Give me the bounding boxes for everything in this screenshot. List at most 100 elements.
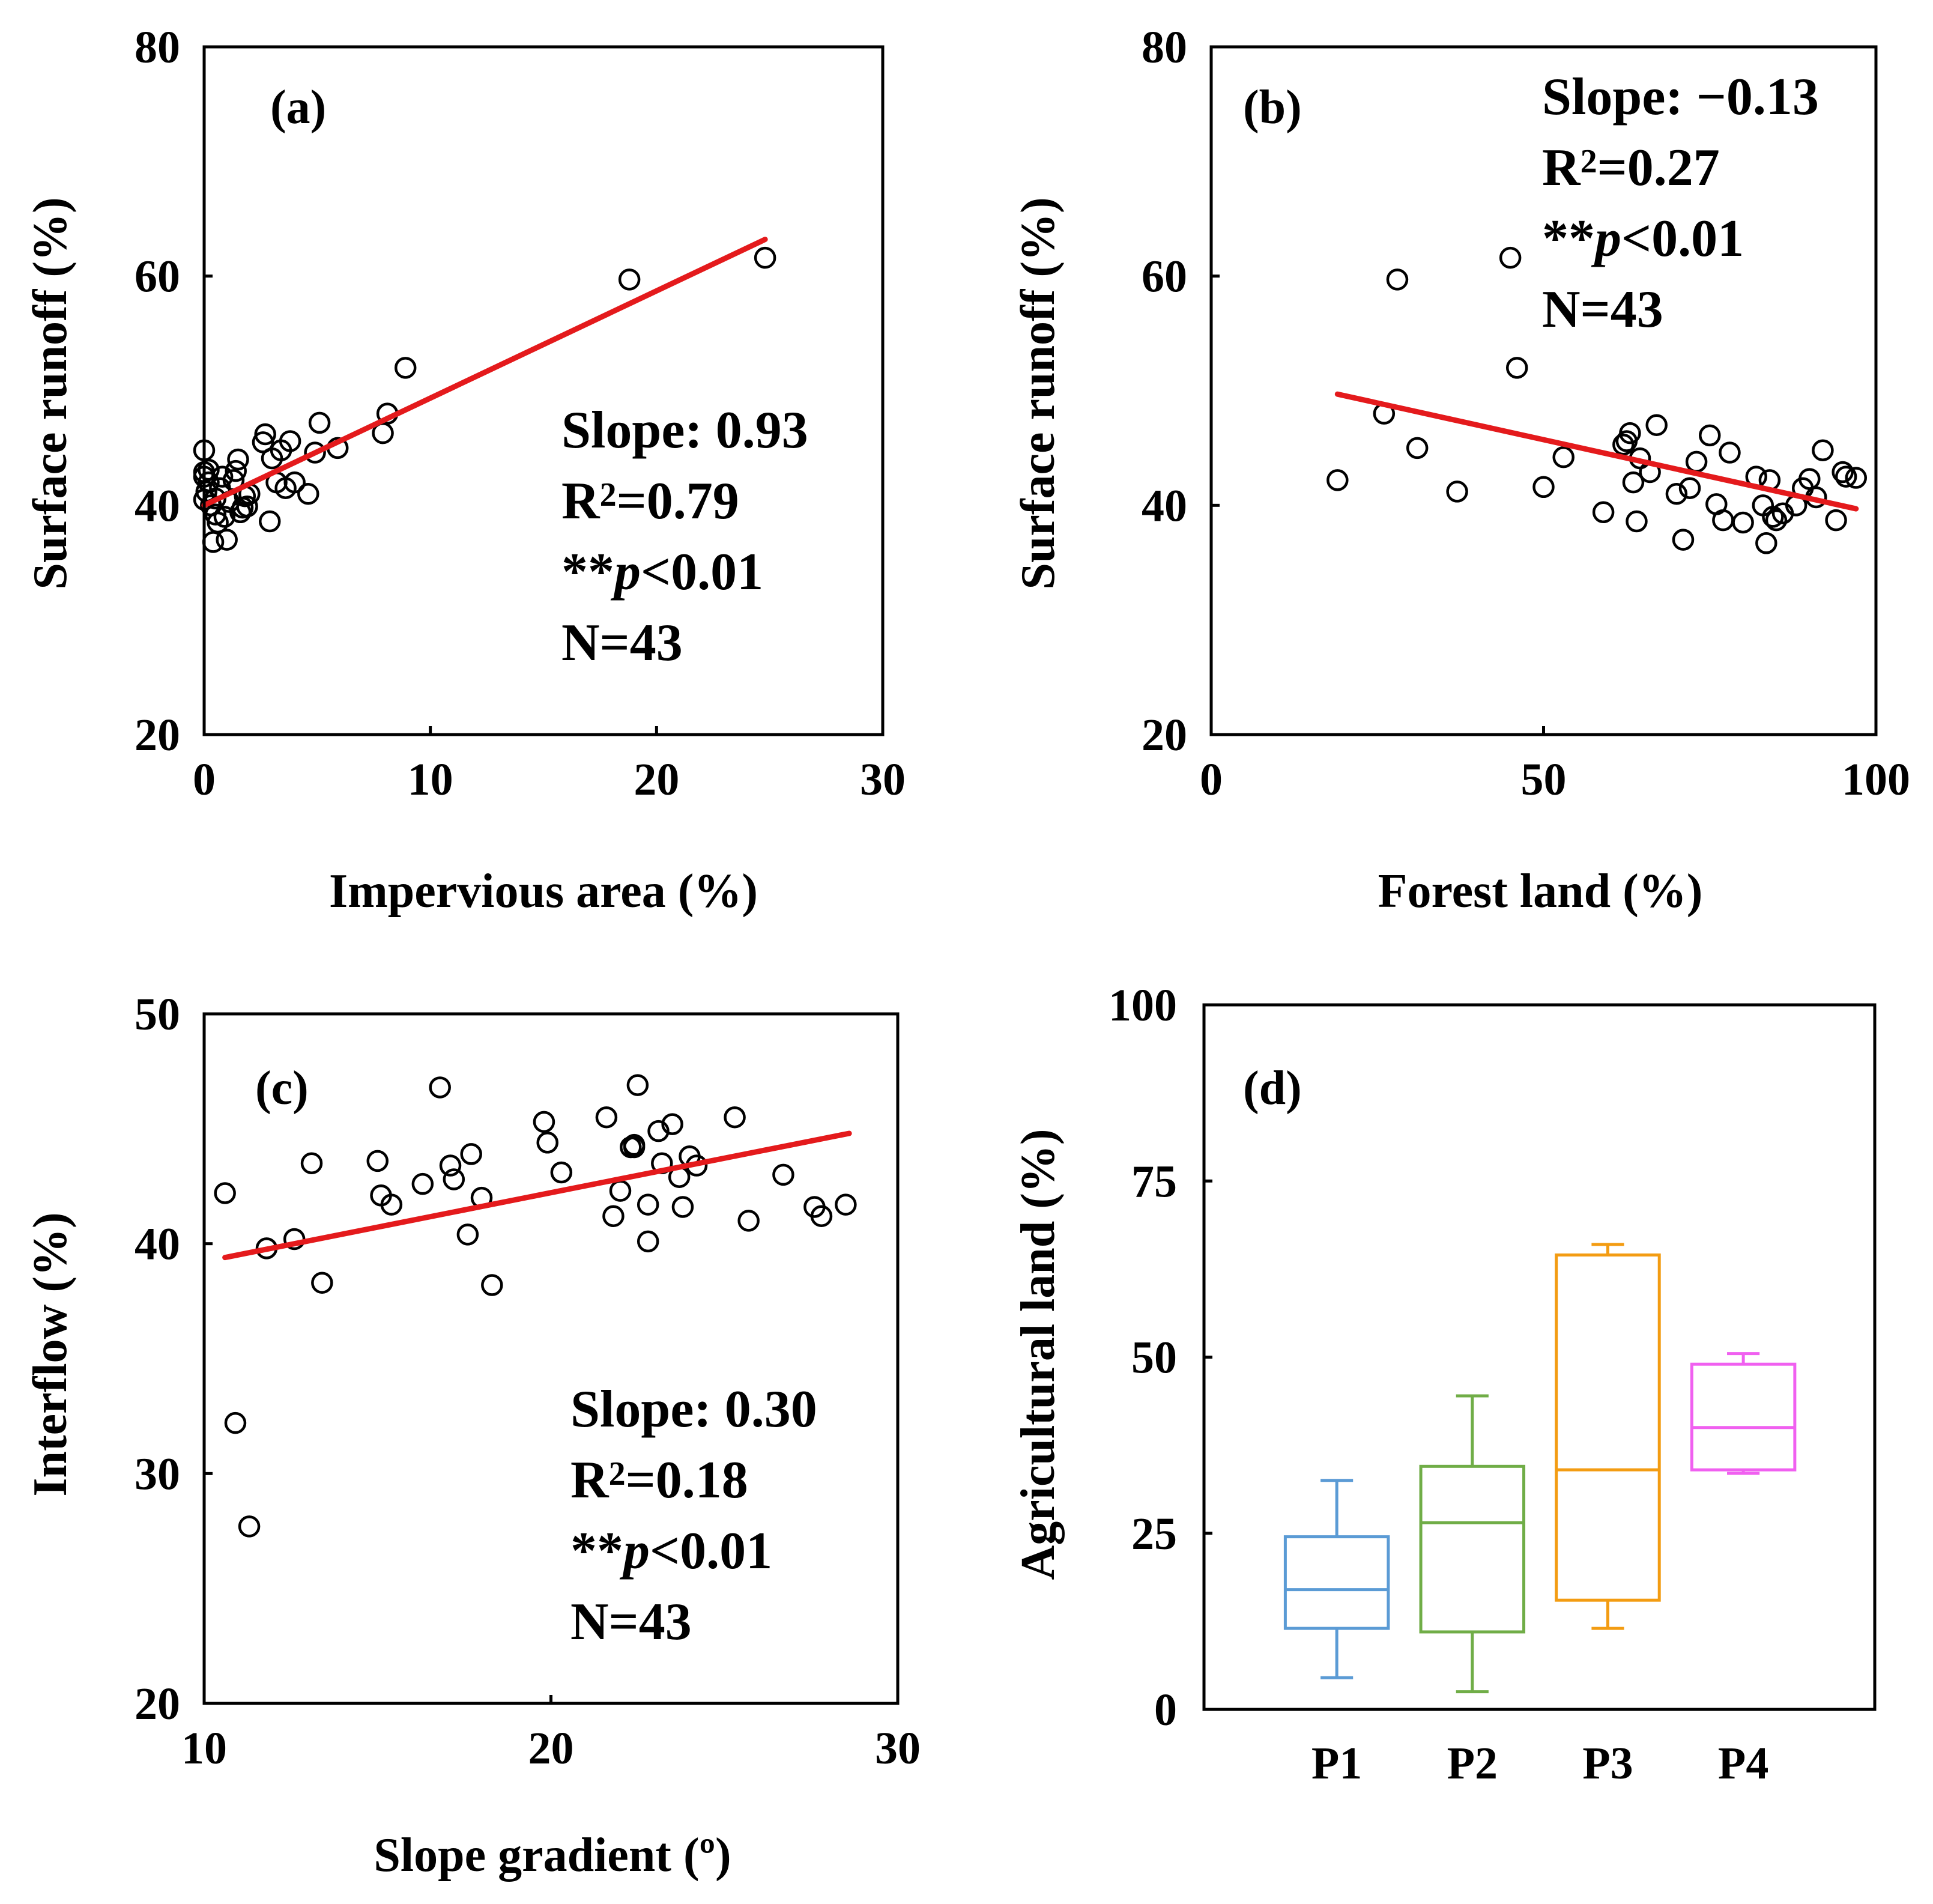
- y-tick-label: 60: [1142, 252, 1187, 302]
- y-tick-label: 30: [135, 1449, 180, 1499]
- stat-line: Slope: −0.13: [1542, 68, 1819, 126]
- data-point: [1835, 465, 1857, 488]
- data-point: [1672, 529, 1695, 551]
- panel-c: Interflow (%) Slope gradient (º) (c) Slo…: [24, 989, 921, 1882]
- data-point: [618, 268, 641, 291]
- panel-b-points: [1326, 246, 1868, 554]
- y-tick-label: 50: [135, 989, 180, 1040]
- panel-a-stats: Slope: 0.93 R2=0.79 **p<0.01 N=43: [561, 401, 808, 672]
- stat-line: Slope: 0.30: [570, 1380, 817, 1439]
- data-point: [225, 459, 247, 482]
- y-tick-label: 40: [1142, 481, 1187, 531]
- data-point: [279, 430, 301, 452]
- panel-d-ticks: 0 25 50 75 100: [1109, 980, 1212, 1735]
- data-point: [1326, 469, 1349, 491]
- data-point: [1386, 268, 1409, 291]
- panel-d-ylabel: Agricultural land (%): [1012, 1129, 1065, 1580]
- panel-b-stats: Slope: −0.13 R2=0.27 **p<0.01 N=43: [1542, 68, 1819, 339]
- data-point: [661, 1113, 683, 1135]
- data-point: [439, 1154, 462, 1177]
- x-tick-label: 10: [408, 754, 453, 805]
- box-P1: [1283, 1479, 1390, 1679]
- data-point: [258, 510, 281, 533]
- y-tick-label: 20: [1142, 710, 1187, 760]
- data-point: [214, 1182, 236, 1204]
- category-label: P4: [1718, 1738, 1768, 1789]
- data-point: [737, 1210, 760, 1232]
- data-point: [1678, 477, 1701, 499]
- panel-b-label: (b): [1243, 81, 1302, 134]
- panel-d-boxes: P1 P2 P3 P4: [1283, 1243, 1797, 1789]
- data-point: [536, 1132, 558, 1154]
- y-tick-label: 80: [135, 22, 180, 73]
- data-point: [1845, 467, 1868, 489]
- stat-line: N=43: [1542, 280, 1663, 339]
- data-point: [1626, 510, 1648, 533]
- data-point: [1592, 501, 1615, 524]
- data-point: [637, 1193, 659, 1216]
- data-point: [227, 448, 249, 471]
- data-point: [1645, 414, 1668, 436]
- y-tick-label: 75: [1131, 1156, 1177, 1207]
- box-iqr: [1283, 1535, 1390, 1630]
- data-point: [380, 1193, 403, 1216]
- data-point: [1812, 439, 1834, 461]
- data-point: [213, 506, 236, 528]
- y-tick-label: 50: [1131, 1333, 1177, 1383]
- panel-a-fit-line: [201, 237, 768, 508]
- panel-a-frame: [202, 45, 885, 736]
- panel-c-stats: Slope: 0.30 R2=0.18 **p<0.01 N=43: [570, 1380, 817, 1651]
- stat-line: R2=0.79: [561, 472, 739, 530]
- stat-line: **p<0.01: [1542, 210, 1744, 268]
- data-point: [810, 1205, 833, 1227]
- data-point: [456, 1223, 479, 1246]
- data-point: [304, 441, 326, 464]
- data-point: [533, 1111, 555, 1133]
- panel-b-frame: [1209, 45, 1878, 736]
- y-tick-label: 0: [1154, 1685, 1177, 1735]
- panel-c-fit-line: [222, 1130, 852, 1261]
- data-point: [1505, 357, 1528, 379]
- y-tick-label: 20: [135, 710, 180, 760]
- data-point: [1798, 468, 1821, 490]
- y-tick-label: 25: [1131, 1509, 1177, 1559]
- data-point: [254, 423, 276, 446]
- data-point: [443, 1168, 465, 1190]
- data-point: [311, 1272, 333, 1294]
- panel-d-frame: [1202, 1003, 1877, 1711]
- stat-line: R2=0.27: [1542, 139, 1720, 197]
- panel-c-label: (c): [255, 1062, 309, 1115]
- data-point: [1832, 461, 1854, 484]
- data-point: [1612, 433, 1635, 456]
- data-point: [724, 1106, 746, 1129]
- x-tick-label: 20: [528, 1723, 574, 1774]
- data-point: [481, 1274, 503, 1296]
- category-label: P1: [1311, 1738, 1362, 1789]
- x-tick-label: 100: [1842, 754, 1910, 805]
- data-point: [460, 1143, 482, 1165]
- data-point: [1499, 246, 1522, 269]
- category-label: P2: [1447, 1738, 1498, 1789]
- stat-line: **p<0.01: [561, 543, 763, 601]
- data-point: [1532, 476, 1555, 499]
- data-point: [216, 529, 238, 551]
- data-point: [1619, 422, 1641, 444]
- data-point: [308, 411, 331, 434]
- data-point: [198, 458, 220, 481]
- data-point: [1406, 437, 1429, 459]
- data-point: [224, 1411, 247, 1434]
- stat-line: N=43: [561, 614, 683, 672]
- data-point: [626, 1074, 649, 1096]
- data-point: [637, 1230, 659, 1253]
- box-iqr: [1419, 1464, 1526, 1634]
- panel-b-xlabel: Forest land (%): [1378, 865, 1703, 918]
- data-point: [1719, 441, 1741, 464]
- stat-line: Slope: 0.93: [561, 401, 808, 459]
- data-point: [1446, 481, 1468, 503]
- y-tick-label: 60: [135, 252, 180, 302]
- box-P4: [1690, 1352, 1797, 1475]
- data-point: [835, 1193, 857, 1216]
- data-point: [283, 471, 306, 494]
- box-P3: [1555, 1243, 1661, 1630]
